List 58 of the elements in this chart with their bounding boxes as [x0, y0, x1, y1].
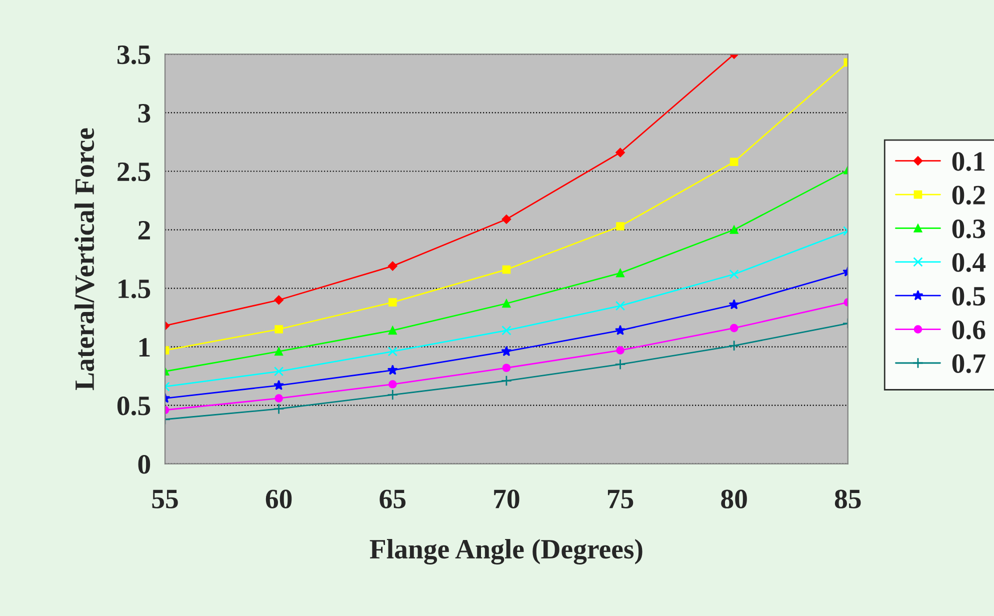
point [616, 268, 624, 278]
x-axis-title: Flange Angle (Degrees) [370, 539, 642, 564]
y-tick-label: 0.5 [117, 396, 150, 416]
point [502, 265, 511, 274]
point [614, 324, 626, 336]
point [274, 325, 283, 334]
point [387, 389, 398, 400]
y-tick-label: 1 [139, 338, 150, 356]
point [730, 226, 738, 234]
legend-label: 0.3 [952, 219, 986, 238]
point [274, 366, 284, 376]
point [502, 326, 512, 336]
point [274, 347, 283, 356]
legend-label: 0.1 [952, 152, 985, 171]
point [502, 364, 511, 372]
point [728, 340, 740, 352]
x-tick-label: 70 [494, 490, 520, 508]
y-tick-label: 1.5 [118, 280, 150, 298]
y-tick-label: 2 [138, 221, 150, 240]
point [616, 222, 624, 230]
point [274, 380, 284, 390]
point [730, 158, 738, 166]
point [388, 380, 397, 388]
x-tick-label: 85 [834, 490, 861, 508]
y-axis-title: Lateral/Vertical Force [74, 128, 94, 390]
point [728, 299, 740, 310]
legend-label: 0.2 [952, 186, 985, 205]
y-tick-label: 3 [138, 104, 150, 123]
point [730, 324, 738, 332]
x-tick-label: 75 [608, 490, 634, 508]
x-tick-label: 65 [380, 490, 406, 508]
point [388, 346, 398, 356]
point [387, 364, 398, 375]
legend-label: 0.6 [952, 320, 986, 340]
point [614, 358, 626, 370]
point [388, 326, 397, 335]
point [502, 214, 512, 224]
point [616, 346, 624, 354]
y-tick-label: 2.5 [118, 162, 150, 182]
point [274, 394, 283, 402]
y-tick-label: 3.5 [117, 45, 150, 64]
legend-label: 0.5 [952, 286, 986, 306]
x-tick-label: 80 [721, 490, 747, 508]
legend-label: 0.7 [952, 354, 986, 374]
point [502, 299, 511, 308]
x-tick-label: 55 [152, 490, 178, 508]
point [274, 295, 284, 305]
point [615, 300, 626, 311]
point [388, 261, 398, 271]
point [616, 148, 625, 158]
point [501, 346, 512, 356]
point [500, 375, 512, 386]
point [273, 403, 284, 414]
point [729, 269, 739, 280]
point [388, 298, 397, 306]
x-tick-label: 60 [266, 490, 292, 508]
y-tick-label: 0 [138, 455, 150, 474]
legend-label: 0.4 [952, 253, 986, 272]
